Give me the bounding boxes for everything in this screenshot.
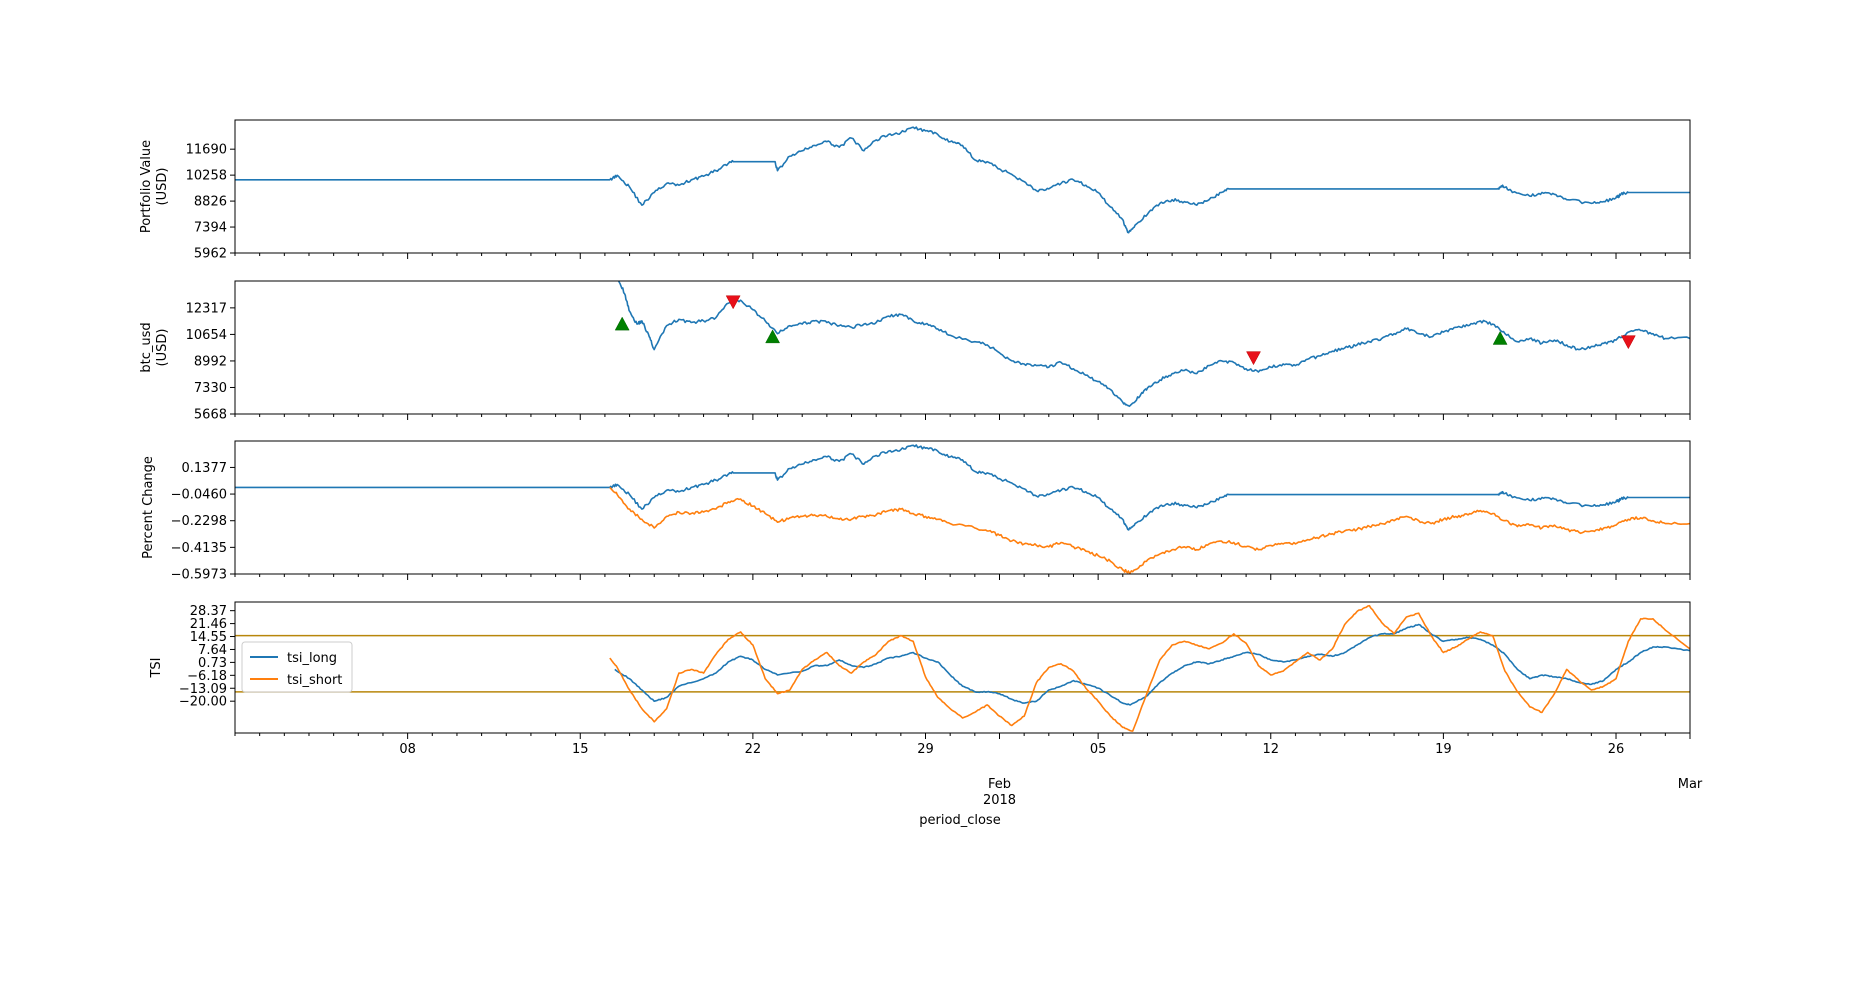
x-tick-sublabel: 2018	[983, 793, 1016, 808]
y-tick-label: 12317	[186, 301, 227, 316]
y-tick-label: 14.55	[190, 630, 227, 645]
y-tick-label: 5962	[194, 247, 227, 262]
x-tick-label: Mar	[1678, 777, 1703, 792]
y-tick-label: 10258	[186, 169, 227, 184]
y-tick-label: −6.18	[187, 669, 227, 684]
y-tick-label: 7.64	[198, 643, 227, 658]
y-axis-label: TSI	[149, 657, 164, 678]
y-axis-label: Portfolio Value	[139, 140, 154, 233]
y-tick-label: −20.00	[179, 695, 227, 710]
y-axis-label: Percent Change	[141, 456, 156, 559]
sell-marker	[1246, 351, 1261, 366]
y-axis-label: (USD)	[155, 168, 170, 206]
series-group	[609, 604, 1690, 732]
x-tick-label: 12	[1262, 742, 1279, 757]
panel-3: −0.5973 −0.4135 −0.2298 −0.0460 0.1377 Percen…	[141, 440, 1691, 583]
y-tick-label: 8992	[194, 354, 227, 369]
y-tick-label: −13.09	[179, 682, 227, 697]
y-tick-label: 11690	[186, 143, 227, 158]
series-line-tsi_long	[614, 623, 1690, 706]
panel-4: −20.00−13.09−6.180.737.6414.5521.4628.37…	[149, 601, 1691, 739]
series-line-series-1	[235, 126, 1690, 234]
legend-label: tsi_short	[287, 673, 342, 688]
y-tick-label: 5668	[194, 408, 227, 423]
series-line-series-2	[609, 486, 1690, 574]
plot-frame	[234, 119, 1691, 254]
x-tick-label: 26	[1608, 742, 1625, 757]
y-tick-label: 7394	[194, 221, 227, 236]
series-group	[617, 281, 1690, 408]
plot-frame	[234, 280, 1691, 415]
y-tick-label: 10654	[186, 328, 227, 343]
x-axis-label: period_close	[919, 813, 1000, 828]
x-tick-label: 05	[1090, 742, 1107, 757]
y-tick-label: 7330	[194, 381, 227, 396]
x-tick-label: 15	[572, 742, 589, 757]
x-tick-label: 22	[745, 742, 762, 757]
plot-frame	[234, 440, 1691, 575]
series-line-tsi_short	[609, 604, 1690, 732]
series-line-series-1	[617, 281, 1690, 408]
y-tick-label: 21.46	[190, 617, 227, 632]
panel-1: 5962 7394 8826 10258 11690 Portfolio Value (US…	[139, 119, 1691, 262]
x-tick-label: 29	[917, 742, 934, 757]
series-group	[235, 126, 1690, 234]
sell-marker	[1620, 335, 1636, 350]
series-group	[235, 444, 1690, 574]
legend: tsi_long tsi_short	[241, 641, 353, 693]
y-tick-label: 28.37	[190, 604, 227, 619]
x-tick-label: 08	[399, 742, 416, 757]
x-tick-label: Feb	[988, 777, 1011, 792]
sell-marker	[725, 295, 741, 310]
plot-frame	[234, 601, 1691, 734]
legend-label: tsi_long	[287, 651, 337, 666]
x-tick-label: 19	[1435, 742, 1452, 757]
series-line-series-1	[235, 444, 1690, 531]
buy-marker	[614, 316, 630, 331]
y-tick-label: −0.2298	[171, 514, 227, 529]
buy-marker	[765, 329, 781, 344]
y-tick-label: 0.73	[198, 656, 227, 671]
y-axis-label: (USD)	[155, 329, 170, 367]
y-axis-label: btc_usd	[139, 322, 154, 372]
y-tick-label: −0.5973	[171, 568, 227, 583]
y-tick-label: 0.1377	[182, 461, 228, 476]
y-tick-label: 8826	[194, 195, 227, 210]
panel-2: 5668 7330 8992 10654 12317 btc_usd (USD)	[139, 280, 1691, 423]
y-tick-label: −0.0460	[171, 488, 227, 503]
buy-marker	[1492, 330, 1508, 345]
y-tick-label: −0.4135	[171, 541, 227, 556]
